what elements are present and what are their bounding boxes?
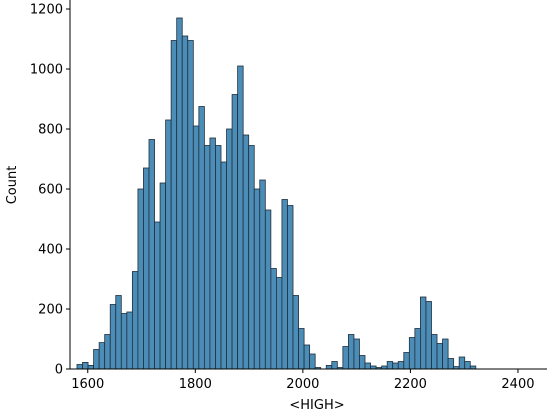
histogram-bar [109,304,117,370]
histogram-bar [93,349,100,370]
histogram-bar [353,338,360,370]
bars-layer [76,17,477,370]
histogram-bar [386,361,394,370]
x-tick-label: 1600 [71,377,104,392]
y-tick-label: 1000 [30,63,63,78]
histogram-bar [414,328,421,370]
histogram-bar [359,355,366,370]
histogram-bar [154,221,161,370]
histogram-bar [431,334,438,370]
histogram-bar [259,179,266,370]
y-tick-label: 800 [38,123,63,138]
histogram-bar [392,362,399,370]
histogram-bar [220,161,227,370]
histogram-bar [165,119,172,370]
histogram-bar [159,182,167,370]
histogram-bar [137,188,144,370]
histogram-bar [176,17,183,370]
histogram-bar [347,334,355,370]
histogram-bar [342,346,349,370]
histogram-bar [253,188,261,370]
x-tick-label: 2000 [286,377,319,392]
y-tick-label: 400 [38,243,63,258]
histogram-bar [403,352,410,370]
axes-layer: 0 200 400 600 800 1000 1200 1600 1800 2000 2200 240… [30,0,547,392]
histogram-bar [98,342,106,370]
histogram-bar [425,301,432,370]
histogram-bar [76,364,83,370]
histogram-bar [237,65,244,370]
histogram-bar [298,328,305,370]
histogram-bar [242,134,250,370]
x-axis-label: <HIGH> [289,398,344,412]
histogram-bar [309,353,316,370]
histogram-bar [148,139,155,370]
histogram-bar [464,361,471,370]
y-tick-label: 200 [38,303,63,318]
histogram-bar [292,295,299,370]
histogram-bar [287,205,294,370]
histogram-bar [281,199,288,370]
histogram-bar [187,40,194,370]
histogram-bar [325,364,333,370]
histogram-bar [209,137,216,370]
histogram-bar [131,271,139,370]
histogram-bar [231,94,239,370]
histogram-bar [226,128,233,370]
y-axis-label: Count [5,166,20,205]
y-tick-label: 1200 [30,3,63,18]
histogram-bar [436,343,443,370]
histogram-bar [408,337,416,370]
y-tick-label: 0 [55,363,63,378]
histogram-bar [420,296,427,370]
histogram-bar [215,145,222,370]
y-tick-label: 600 [38,183,63,198]
histogram-bar [115,295,122,370]
histogram-bar [270,268,277,370]
histogram-bar [248,145,255,370]
x-tick-label: 2200 [394,377,427,392]
histogram-bar [104,334,111,370]
histogram-bar [87,364,95,370]
histogram-bar [303,344,311,370]
histogram-bar [170,40,178,370]
histogram-bar [397,361,405,370]
histogram-bar [331,361,338,370]
histogram-bar [203,145,211,370]
x-tick-label: 2400 [501,377,534,392]
histogram-bar [198,106,205,370]
histogram-bar [126,311,133,370]
histogram-bar [181,35,189,370]
histogram-bar [143,167,150,370]
histogram-bar [458,356,466,370]
histogram-bar [82,361,89,370]
histogram-bar [264,209,272,370]
histogram-bar [442,338,449,370]
histogram-bar [120,313,128,370]
histogram-bar [192,125,200,370]
histogram-bar [447,358,455,370]
x-tick-label: 1800 [179,377,212,392]
histogram-bar [275,277,283,370]
histogram-bar [364,362,371,370]
